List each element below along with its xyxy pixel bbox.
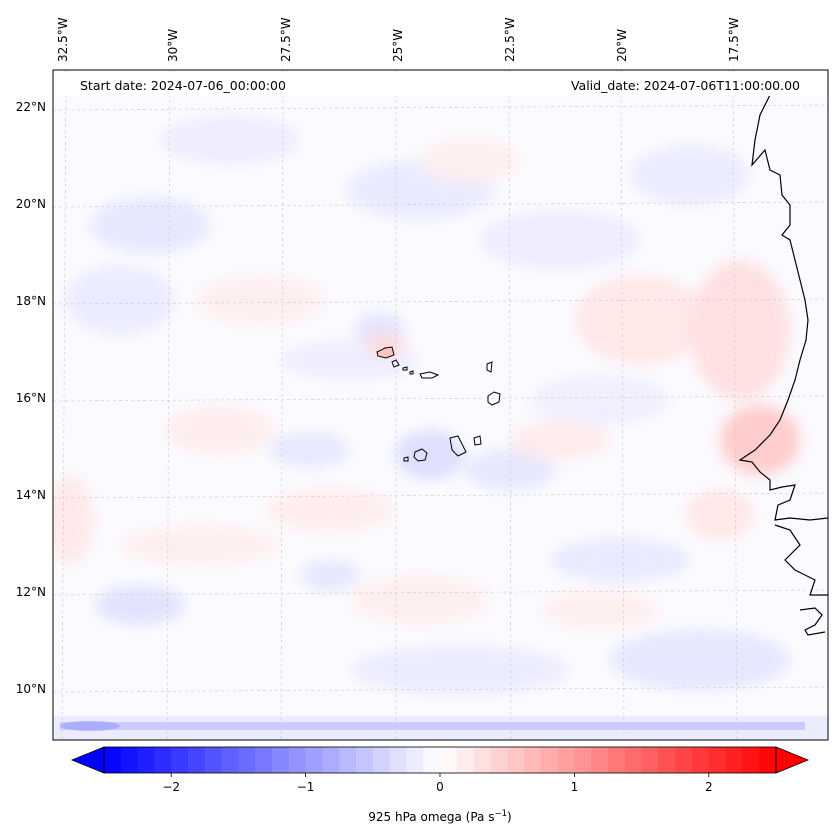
lat-label: 12°N — [16, 585, 46, 599]
colorbar-bin — [171, 747, 189, 773]
lon-label: 22.5°W — [503, 17, 517, 62]
colorbar-bin — [591, 747, 609, 773]
map-frame — [52, 69, 829, 741]
omega-field — [53, 70, 828, 740]
lat-label: 10°N — [16, 682, 46, 696]
colorbar-bin — [104, 747, 122, 773]
colorbar-min-arrow — [70, 746, 105, 774]
colorbar-bin — [725, 747, 743, 773]
colorbar-bins — [104, 747, 777, 773]
colorbar-bin — [641, 747, 659, 773]
colorbar-bin — [137, 747, 155, 773]
colorbar-bin — [339, 747, 357, 773]
colorbar-bin — [406, 747, 424, 773]
lon-label: 17.5°W — [727, 17, 741, 62]
islands — [376, 346, 501, 462]
colorbar-bin — [675, 747, 693, 773]
colorbar-tick-label: 0 — [436, 780, 444, 794]
colorbar-bin — [238, 747, 256, 773]
colorbar-bin — [288, 747, 307, 773]
colorbar-bin — [423, 747, 441, 773]
colorbar-tick-label: −2 — [162, 780, 180, 794]
colorbar-label-exponent: −1 — [494, 809, 507, 819]
colorbar-bin — [574, 747, 592, 773]
colorbar-bin — [188, 747, 206, 773]
latitude-labels: 22°N 20°N 18°N 16°N 14°N 12°N 10°N — [16, 100, 46, 696]
colorbar-bin — [490, 747, 508, 773]
colorbar-bin — [473, 747, 491, 773]
colorbar-bin — [708, 747, 727, 773]
lon-label: 30°W — [166, 29, 180, 62]
colorbar-bin — [322, 747, 340, 773]
colorbar: −2 −1 0 1 2 925 hPa omega (Pa s−1) — [70, 746, 810, 824]
colorbar-bin — [120, 747, 139, 773]
lon-label: 25°W — [391, 29, 405, 62]
lon-label: 27.5°W — [279, 17, 293, 62]
colorbar-bin — [624, 747, 643, 773]
colorbar-bin — [204, 747, 223, 773]
colorbar-bin — [557, 747, 575, 773]
colorbar-bin — [221, 747, 239, 773]
colorbar-bin — [742, 747, 760, 773]
lon-label: 32.5°W — [56, 17, 70, 62]
coastline — [738, 84, 828, 636]
colorbar-bin — [658, 747, 676, 773]
colorbar-label-variable: 925 hPa omega — [368, 810, 462, 824]
colorbar-bin — [759, 747, 777, 773]
lat-label: 22°N — [16, 100, 46, 114]
colorbar-bin — [255, 747, 273, 773]
lat-label: 18°N — [16, 294, 46, 308]
gridlines — [53, 70, 828, 740]
colorbar-bin — [540, 747, 559, 773]
colorbar-bin — [154, 747, 172, 773]
longitude-labels: 32.5°W 30°W 27.5°W 25°W 22.5°W 20°W 17.5… — [56, 17, 741, 62]
lon-label: 20°W — [615, 29, 629, 62]
colorbar-max-arrow — [775, 746, 810, 774]
start-date-text: Start date: 2024-07-06_00:00:00 — [80, 78, 286, 93]
colorbar-tick-label: 2 — [705, 780, 713, 794]
colorbar-tick-label: 1 — [571, 780, 579, 794]
colorbar-bin — [456, 747, 475, 773]
colorbar-bin — [356, 747, 374, 773]
colorbar-label-units: Pa s — [470, 810, 494, 824]
valid-date-text: Valid_date: 2024-07-06T11:00:00.00 — [571, 78, 800, 93]
colorbar-bin — [372, 747, 391, 773]
colorbar-tick-label: −1 — [297, 780, 315, 794]
colorbar-bin — [524, 747, 542, 773]
colorbar-bin — [272, 747, 290, 773]
colorbar-label: 925 hPa omega (Pa s−1) — [368, 809, 511, 824]
colorbar-bin — [440, 747, 458, 773]
colorbar-bin — [692, 747, 710, 773]
colorbar-bin — [305, 747, 323, 773]
header-band — [56, 72, 825, 96]
colorbar-bin — [507, 747, 525, 773]
colorbar-bin — [389, 747, 407, 773]
colorbar-ticks: −2 −1 0 1 2 — [162, 773, 713, 794]
colorbar-bin — [608, 747, 626, 773]
lat-label: 14°N — [16, 488, 46, 502]
lat-label: 20°N — [16, 197, 46, 211]
lat-label: 16°N — [16, 391, 46, 405]
